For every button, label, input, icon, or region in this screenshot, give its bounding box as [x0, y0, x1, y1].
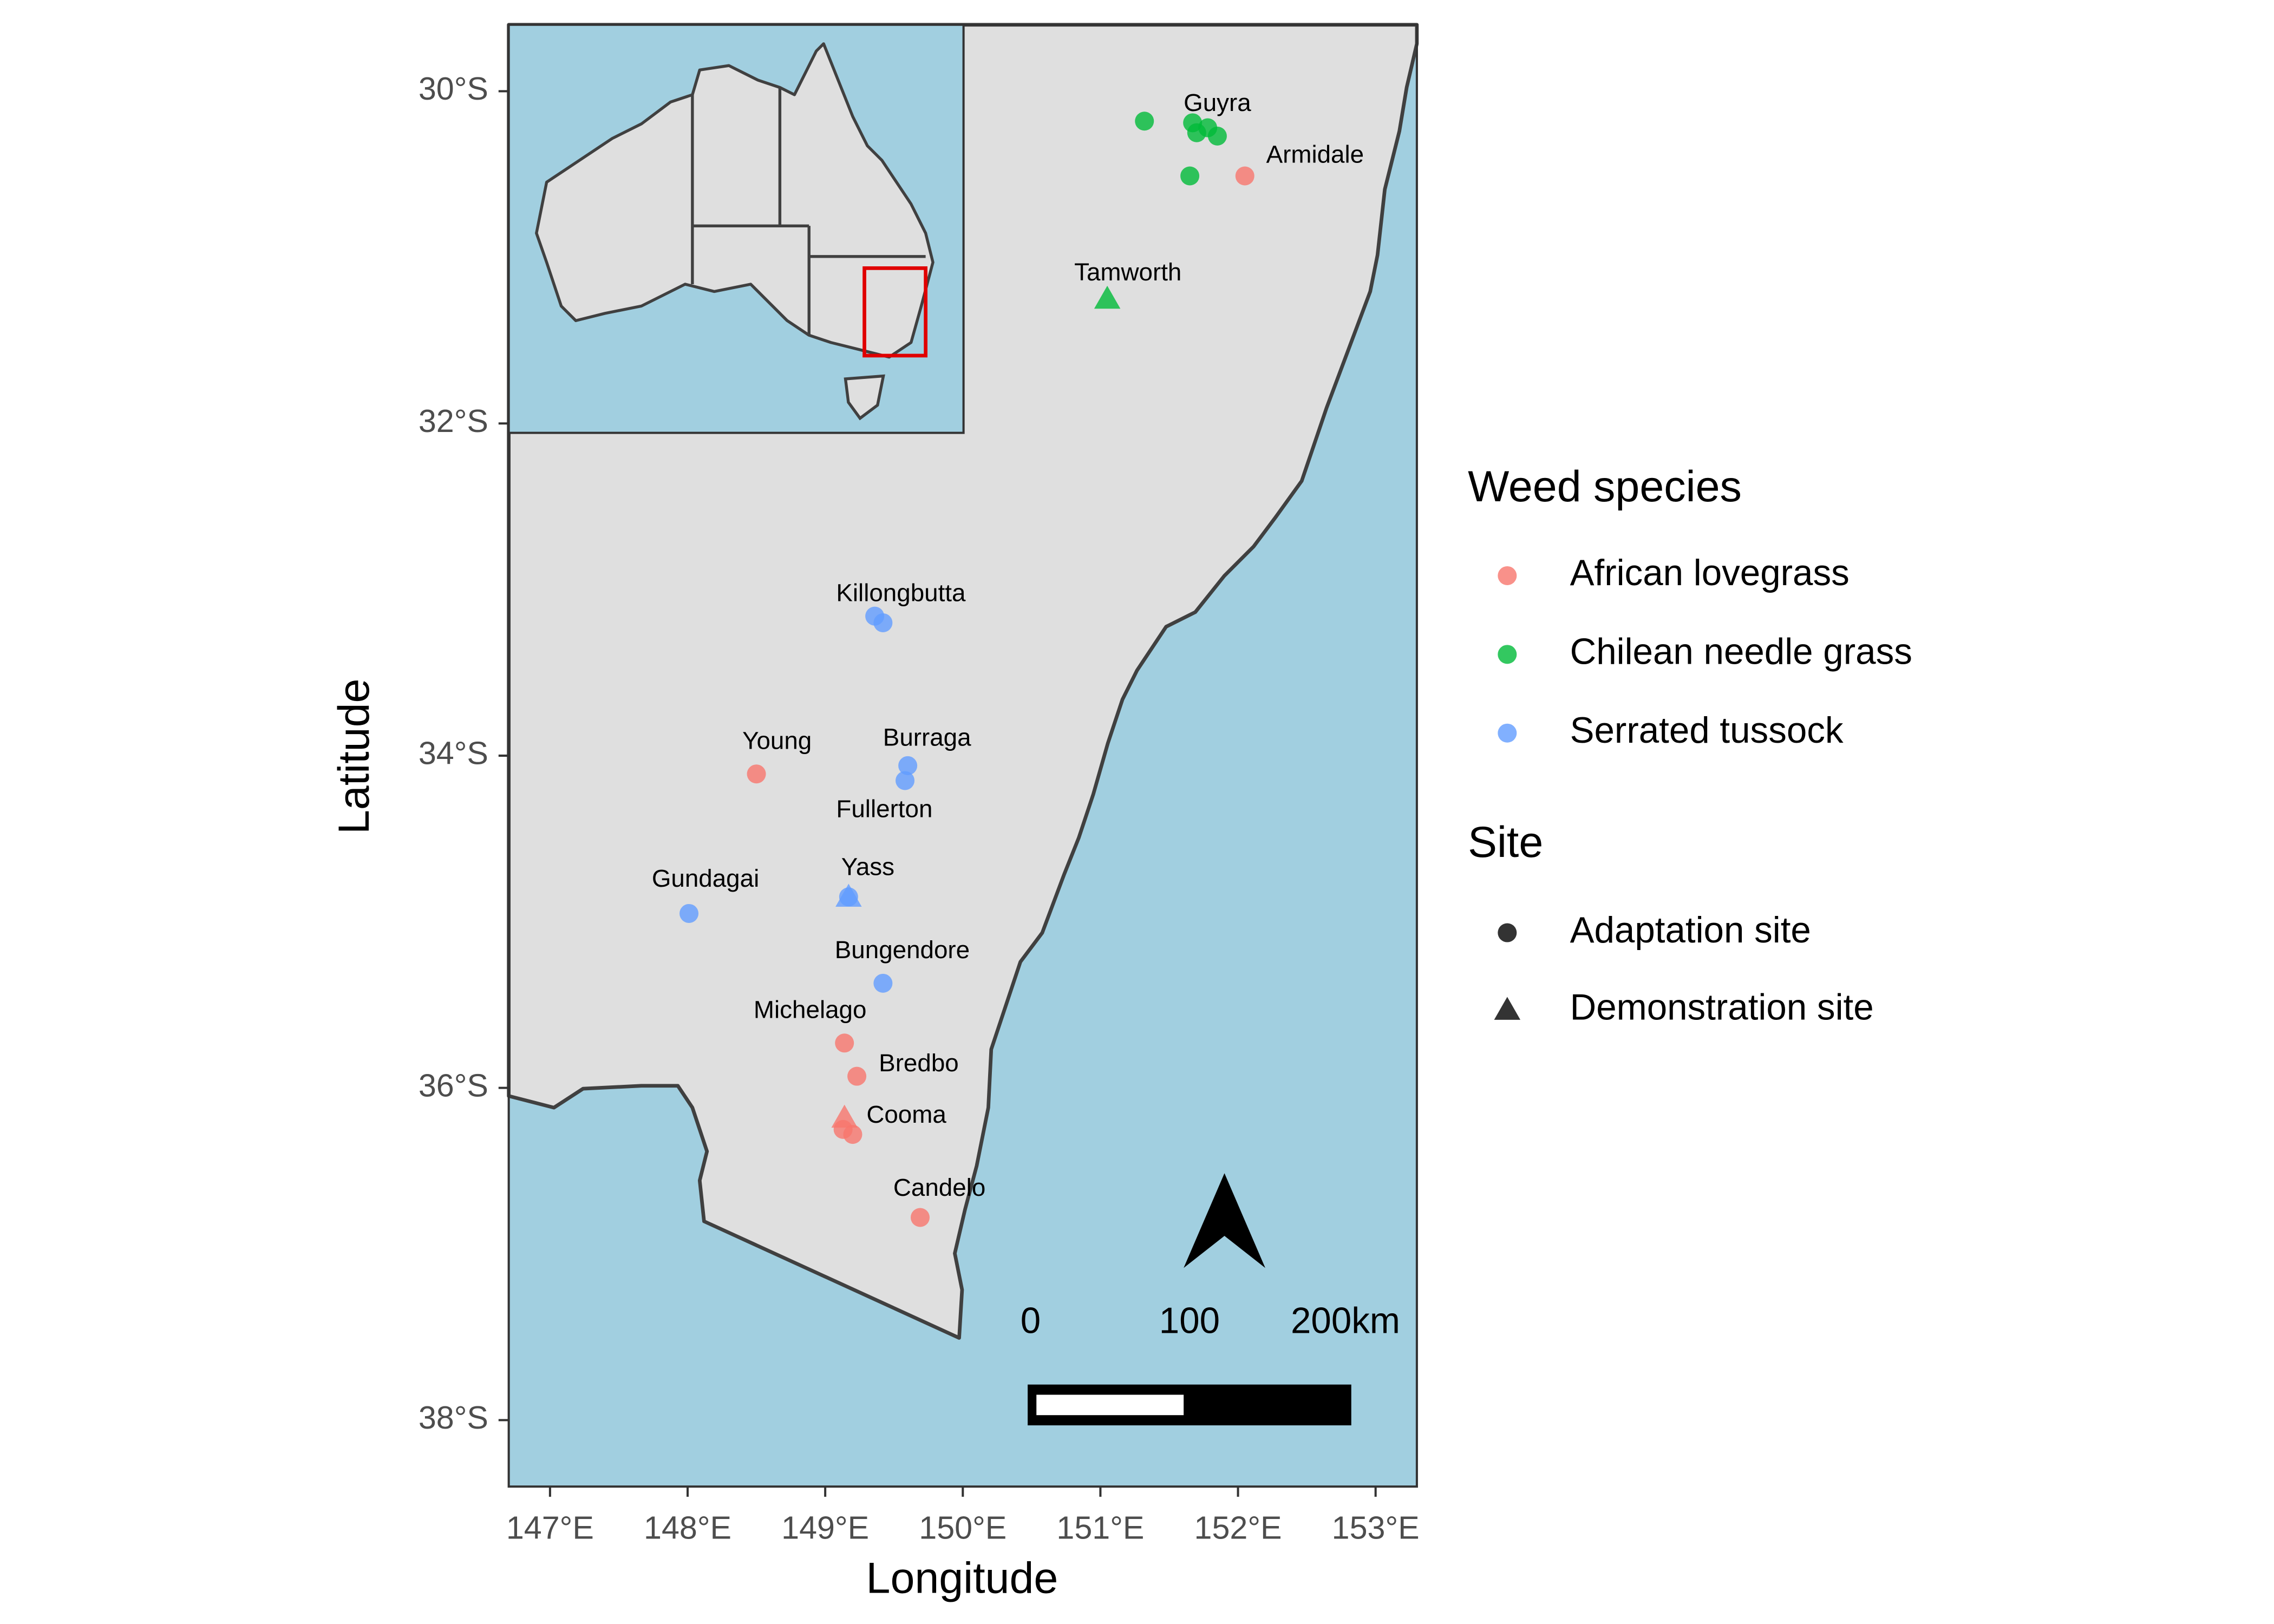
legend-key	[1494, 997, 1521, 1020]
y-tick-label: 34°S	[419, 735, 488, 771]
site-label: Bredbo	[879, 1049, 959, 1077]
site-point	[679, 903, 699, 923]
site-label: Cooma	[866, 1101, 946, 1128]
state-borders	[691, 87, 926, 336]
y-tick-label: 32°S	[419, 403, 488, 439]
legend-key	[1498, 923, 1517, 942]
site-label: Killongbutta	[836, 579, 966, 606]
x-tick-label: 151°E	[1056, 1510, 1144, 1546]
scale-label: 200km	[1291, 1300, 1400, 1341]
site-point	[910, 1208, 930, 1227]
site-point	[847, 1066, 867, 1086]
legend-label: Adaptation site	[1570, 910, 1811, 951]
site-label: Burraga	[883, 723, 971, 751]
site-point	[835, 1033, 854, 1053]
scale-bar-segment	[1036, 1394, 1184, 1416]
x-axis-title: Longitude	[866, 1554, 1058, 1602]
site-point	[896, 771, 915, 790]
site-point	[747, 764, 766, 784]
legend-label: Demonstration site	[1570, 987, 1874, 1028]
scale-label: 0	[1021, 1300, 1041, 1341]
north-arrow	[1184, 1173, 1265, 1268]
site-point	[835, 883, 862, 907]
x-tick-label: 149°E	[781, 1510, 869, 1546]
legend-key	[1498, 566, 1517, 585]
site-point	[873, 613, 893, 632]
site-label: Guyra	[1184, 89, 1251, 116]
x-tick-label: 152°E	[1194, 1510, 1282, 1546]
inset-extent	[862, 266, 927, 358]
x-tick-label: 147°E	[506, 1510, 594, 1546]
site-label: Candelo	[893, 1174, 985, 1201]
site-label: Bungendore	[835, 936, 970, 964]
site-label: Michelago	[754, 996, 867, 1024]
scale-label: 100	[1159, 1300, 1220, 1341]
site-point	[843, 1125, 862, 1144]
inset	[507, 23, 965, 434]
legend-key	[1498, 723, 1517, 743]
legend-label: Serrated tussock	[1570, 710, 1844, 751]
site-label: Tamworth	[1074, 258, 1181, 286]
tasmania	[844, 374, 885, 421]
site-point	[1094, 285, 1121, 309]
legend-title: Weed species	[1468, 462, 1742, 511]
y-tick-label: 36°S	[419, 1067, 488, 1103]
x-tick-label: 150°E	[919, 1510, 1007, 1546]
y-axis-title: Latitude	[330, 679, 378, 834]
x-tick-label: 148°E	[644, 1510, 731, 1546]
y-tick-label: 38°S	[419, 1399, 488, 1436]
site-point	[1135, 112, 1154, 131]
y-tick-label: 30°S	[419, 70, 488, 107]
site-label: Fullerton	[836, 795, 932, 822]
x-tick-label: 153°E	[1332, 1510, 1420, 1546]
australia	[535, 42, 935, 359]
site-point	[1180, 166, 1200, 186]
site-label: Gundagai	[652, 865, 759, 892]
legend-key	[1498, 645, 1517, 664]
site-point	[873, 973, 893, 993]
site-point	[1235, 166, 1254, 186]
legend-label: African lovegrass	[1570, 553, 1850, 593]
site-point	[898, 756, 918, 775]
legend-title: Site	[1468, 818, 1543, 867]
site-label: Armidale	[1266, 140, 1364, 168]
legend-label: Chilean needle grass	[1570, 632, 1912, 672]
site-label: Young	[742, 726, 812, 754]
site-point	[1207, 126, 1227, 146]
site-label: Yass	[841, 853, 894, 881]
